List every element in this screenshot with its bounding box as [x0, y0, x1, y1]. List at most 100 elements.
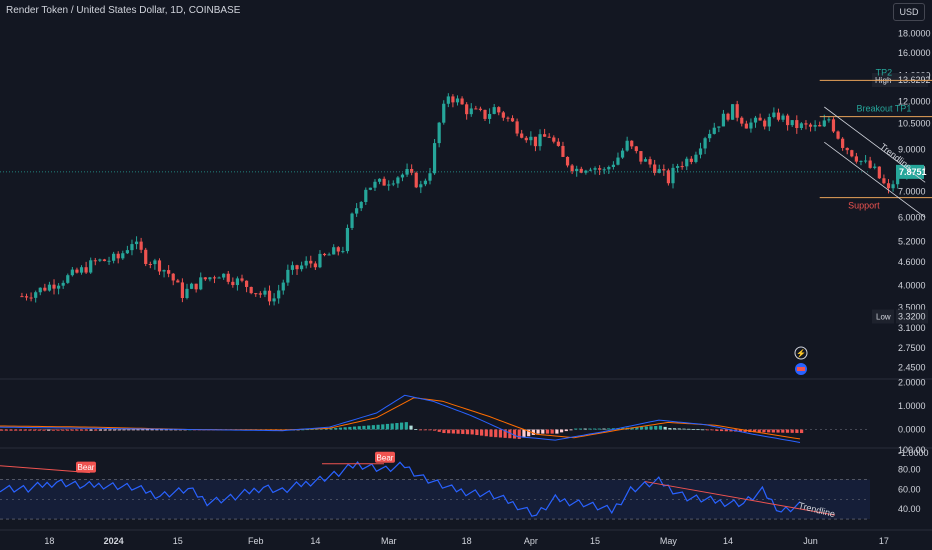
candle-body	[698, 148, 703, 155]
macd-histogram-bar	[447, 429, 451, 434]
macd-histogram-bar	[169, 429, 173, 431]
candle-body	[286, 269, 290, 283]
candle-body	[520, 133, 524, 138]
candle-body	[373, 181, 377, 188]
candle-body	[487, 113, 492, 119]
macd-histogram-bar	[484, 429, 488, 437]
macd-histogram-bar	[70, 429, 74, 431]
candle-body	[799, 123, 803, 129]
price-tick-label: 12.0000	[898, 96, 931, 106]
candle-body	[272, 298, 276, 302]
macd-histogram-bar	[442, 429, 446, 434]
price-tick-label: 7.0000	[898, 187, 926, 197]
price-tick-label: 18.0000	[898, 28, 931, 38]
candle-body	[148, 263, 152, 265]
macd-histogram-bar	[658, 425, 663, 430]
candle-body	[61, 282, 65, 286]
chart-title: Render Token / United States Dollar, 1D,…	[6, 5, 241, 16]
macd-histogram-bar	[781, 429, 785, 433]
macd-histogram-bar	[23, 429, 27, 431]
macd-histogram-bar	[771, 429, 775, 433]
macd-histogram-bar	[141, 429, 145, 431]
candle-body	[657, 169, 661, 173]
channel-upper-line	[824, 106, 926, 183]
macd-histogram-bar	[390, 423, 394, 430]
rsi-tick-label: 40.00	[898, 504, 921, 514]
macd-histogram-bar	[555, 429, 559, 434]
macd-histogram-bar	[437, 429, 441, 432]
candle-body	[662, 169, 666, 171]
macd-histogram-bar	[522, 429, 526, 438]
macd-histogram-bar	[705, 429, 710, 431]
candle-body	[634, 146, 638, 152]
channel-lower-line	[824, 141, 926, 218]
time-tick-label: 14	[723, 536, 733, 546]
macd-histogram-bar	[701, 429, 705, 431]
candle-body	[588, 169, 593, 171]
macd-histogram-bar	[545, 429, 550, 434]
candle-body	[414, 172, 418, 188]
candle-body	[189, 283, 194, 289]
candle-body	[167, 270, 171, 274]
macd-histogram-bar	[503, 429, 507, 438]
macd-tick-label: -1.0000	[898, 448, 929, 458]
macd-histogram-bar	[32, 429, 37, 431]
macd-histogram-bar	[160, 429, 164, 431]
candle-body	[355, 208, 359, 214]
candle-body	[804, 123, 808, 125]
macd-histogram-bar	[98, 429, 103, 431]
candle-body	[240, 278, 244, 281]
candle-body	[524, 137, 528, 141]
candle-body	[749, 122, 753, 129]
price-tick-label: 4.0000	[898, 280, 926, 290]
currency-button[interactable]: USD	[893, 3, 925, 21]
time-tick-label: Jun	[803, 536, 818, 546]
macd-histogram-bar	[663, 426, 667, 430]
time-tick-label: 17	[879, 536, 889, 546]
macd-histogram-bar	[305, 429, 310, 431]
macd-histogram-bar	[423, 429, 427, 431]
macd-histogram-bar	[494, 429, 498, 438]
macd-histogram-bar	[588, 428, 592, 430]
candle-body	[565, 156, 570, 166]
candle-body	[121, 253, 125, 259]
candle-body	[295, 265, 299, 270]
macd-histogram-bar	[367, 425, 371, 430]
macd-histogram-bar	[451, 429, 455, 434]
candle-body	[244, 280, 249, 287]
candle-body	[465, 104, 469, 115]
flash-event-icon: ⚡	[796, 348, 806, 358]
candle-body	[359, 201, 363, 209]
macd-histogram-bar	[677, 428, 681, 430]
macd-histogram-bar	[51, 429, 55, 431]
candle-body	[203, 277, 207, 280]
macd-histogram-bar	[47, 429, 51, 431]
candle-body	[24, 296, 29, 298]
price-tick-label: 3.5000	[898, 303, 926, 313]
candle-body	[162, 270, 166, 272]
candle-body	[474, 108, 478, 110]
candle-body	[102, 259, 107, 262]
price-tick-label: 16.0000	[898, 48, 931, 58]
candle-body	[859, 160, 863, 162]
candle-body	[854, 156, 858, 162]
macd-histogram-bar	[103, 429, 107, 431]
candle-body	[437, 122, 441, 144]
candle-body	[171, 273, 175, 281]
macd-histogram-bar	[536, 429, 540, 434]
candle-body	[529, 136, 533, 141]
candle-body	[309, 260, 313, 264]
candle-body	[501, 112, 505, 118]
candle-body	[538, 134, 542, 147]
candle-body	[575, 168, 579, 172]
macd-histogram-bar	[329, 428, 333, 430]
last-price-label: 7.8751	[899, 167, 927, 177]
candle-body	[744, 123, 748, 129]
macd-histogram-bar	[597, 428, 601, 430]
macd-histogram-bar	[738, 429, 743, 432]
candle-body	[863, 160, 868, 162]
macd-histogram-bar	[795, 429, 799, 433]
macd-histogram-bar	[461, 429, 465, 434]
candle-body	[726, 113, 730, 120]
